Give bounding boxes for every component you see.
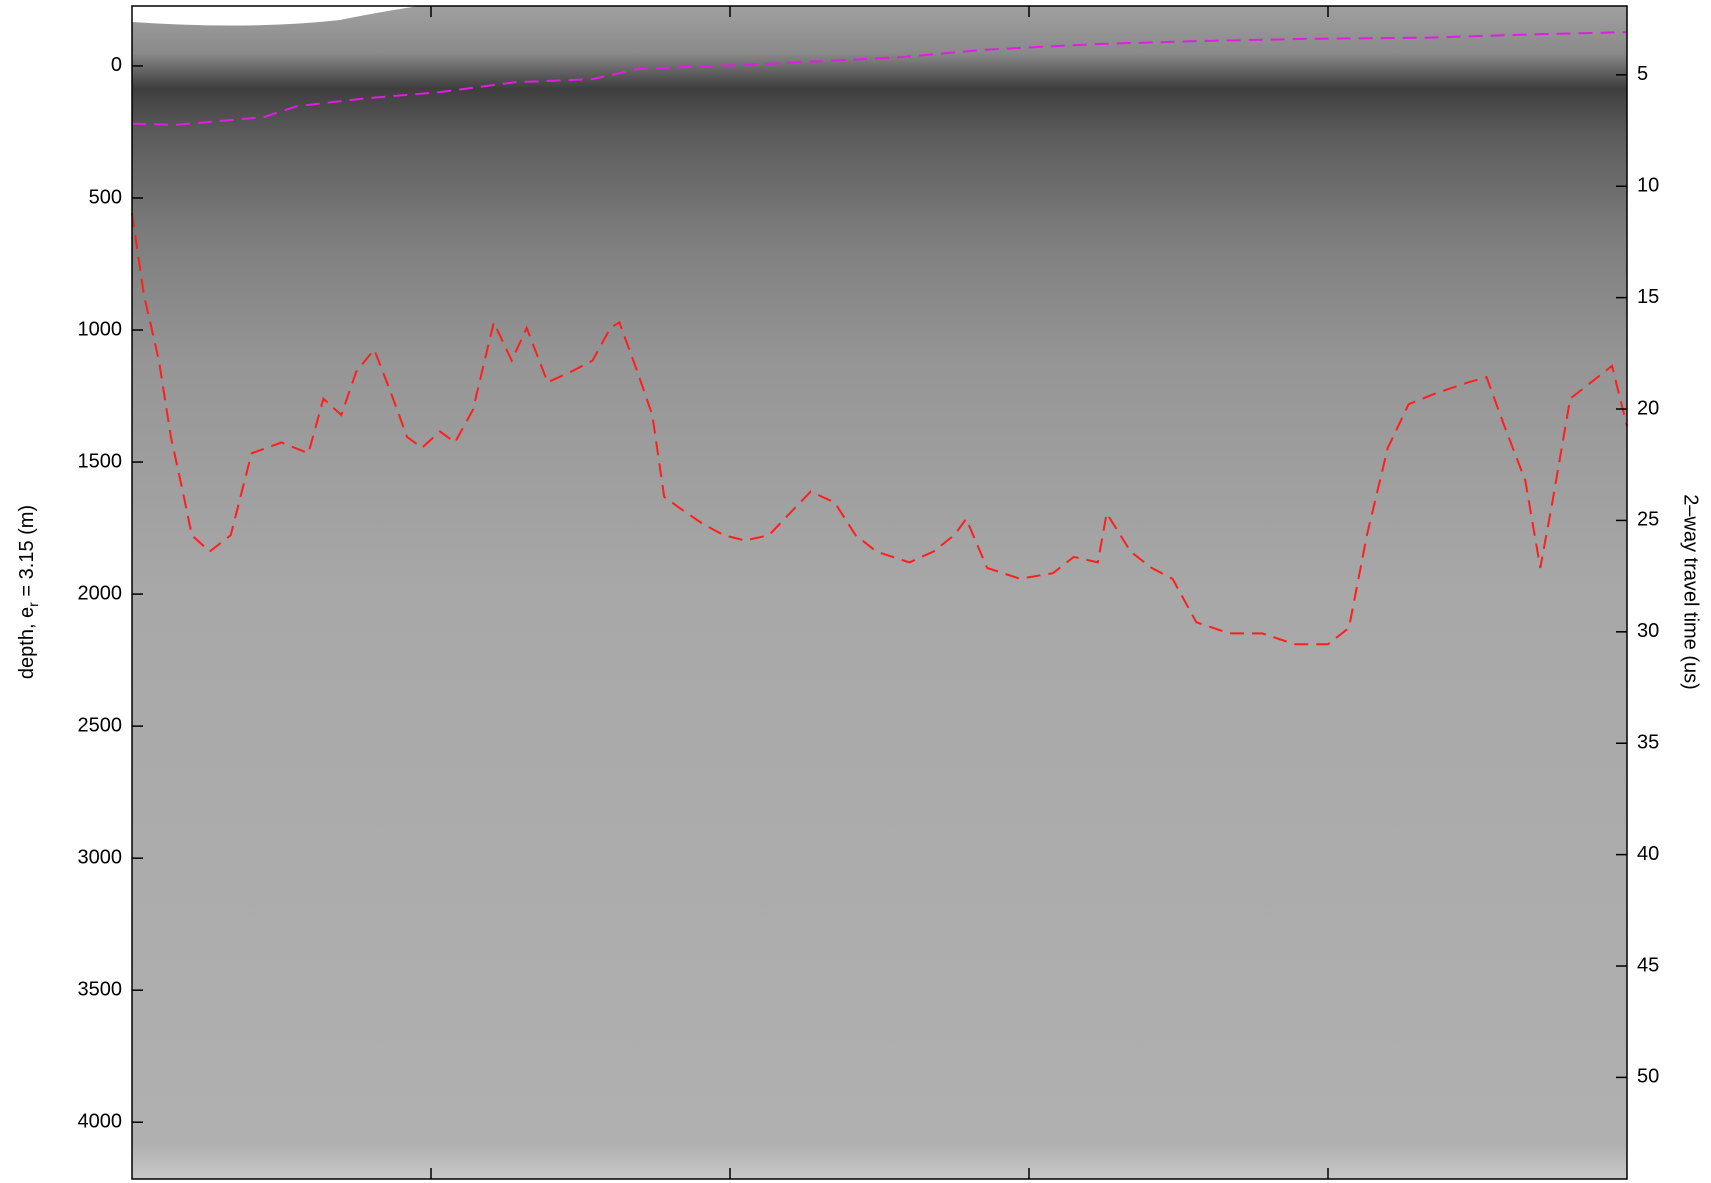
- line-surface: [131, 31, 1628, 126]
- y-axis-label-text: = 3.15 (m): [16, 505, 38, 602]
- y-tick-label: 1000: [78, 318, 123, 340]
- y-tick-label: 4000: [78, 1111, 123, 1133]
- y-axis-label-sub: r: [25, 602, 41, 607]
- line-bed: [131, 213, 1628, 646]
- y-axis-label-text: depth, e: [16, 607, 38, 679]
- y-tick-label: 500: [89, 186, 122, 208]
- y2-tick-label: 15: [1637, 286, 1659, 308]
- y-tick-label: 3500: [78, 978, 123, 1000]
- y2-axis-label: 2–way travel time (us): [1680, 494, 1702, 690]
- y-axis-label: depth, er = 3.15 (m): [16, 505, 40, 679]
- y2-tick-label: 5: [1637, 63, 1648, 85]
- no-data-region: [132, 6, 420, 26]
- y-tick-label: 3000: [78, 846, 123, 868]
- y-tick-label: 2000: [78, 582, 123, 604]
- y2-tick-label: 35: [1637, 732, 1659, 754]
- y2-tick-label: 25: [1637, 509, 1659, 531]
- y2-tick-label: 20: [1637, 397, 1659, 419]
- y2-tick-label: 10: [1637, 175, 1659, 197]
- axes-frame: [131, 5, 1628, 1180]
- y-tick-label: 0: [111, 54, 122, 76]
- y2-tick-label: 30: [1637, 620, 1659, 642]
- y2-tick-label: 50: [1637, 1066, 1659, 1088]
- y2-tick-label: 40: [1637, 843, 1659, 865]
- y-tick-label: 2500: [78, 714, 123, 736]
- radargram: [132, 6, 1627, 1179]
- y-tick-label: 1500: [78, 450, 123, 472]
- y2-tick-label: 45: [1637, 954, 1659, 976]
- plot-area: [131, 31, 1628, 646]
